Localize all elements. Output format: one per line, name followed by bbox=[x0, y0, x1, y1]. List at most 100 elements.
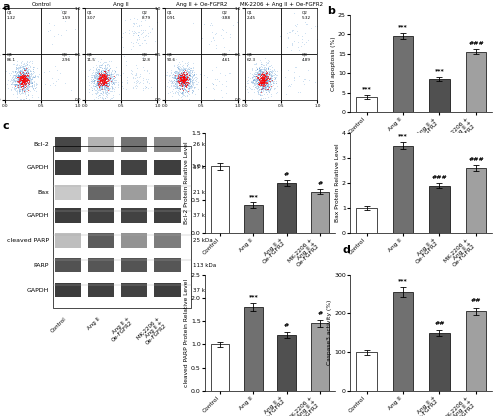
Point bbox=[183, 69, 191, 76]
Point bbox=[23, 87, 31, 94]
Point bbox=[16, 77, 24, 83]
Point bbox=[127, 39, 135, 45]
Point bbox=[20, 77, 28, 83]
Point bbox=[100, 83, 108, 89]
Point bbox=[19, 77, 27, 84]
Point bbox=[19, 78, 27, 85]
Point bbox=[109, 79, 117, 85]
Point bbox=[23, 77, 31, 83]
Point bbox=[175, 92, 183, 99]
Point bbox=[284, 30, 292, 36]
Point bbox=[290, 10, 298, 17]
Point bbox=[137, 18, 145, 25]
Point bbox=[16, 74, 24, 81]
Point bbox=[254, 69, 262, 75]
Point bbox=[101, 81, 109, 87]
Point bbox=[268, 69, 276, 75]
Text: 90.6: 90.6 bbox=[166, 58, 175, 62]
Point bbox=[22, 75, 30, 82]
Point bbox=[18, 68, 25, 74]
Point bbox=[262, 76, 270, 82]
Point bbox=[95, 74, 103, 81]
Point bbox=[15, 74, 23, 81]
FancyBboxPatch shape bbox=[154, 185, 180, 200]
Point bbox=[18, 79, 26, 86]
Point bbox=[188, 88, 196, 95]
Point bbox=[18, 81, 26, 87]
Point bbox=[12, 63, 20, 70]
Point bbox=[169, 71, 177, 77]
Point bbox=[24, 89, 32, 95]
Point bbox=[260, 82, 268, 88]
Point bbox=[172, 77, 180, 84]
Point bbox=[174, 74, 182, 81]
Point bbox=[186, 78, 194, 84]
Point bbox=[96, 82, 104, 88]
Point bbox=[262, 68, 270, 75]
Point bbox=[122, 57, 130, 64]
Point bbox=[114, 82, 122, 88]
Point bbox=[247, 85, 255, 92]
Point bbox=[98, 83, 106, 89]
Point bbox=[246, 85, 254, 92]
Point bbox=[22, 84, 30, 91]
Point bbox=[94, 76, 102, 83]
Point bbox=[249, 82, 257, 89]
Point bbox=[24, 87, 32, 94]
Point bbox=[180, 73, 188, 79]
Point bbox=[288, 47, 296, 54]
Point bbox=[20, 74, 28, 80]
Point bbox=[179, 71, 187, 77]
Point bbox=[96, 73, 104, 79]
Point bbox=[288, 40, 296, 47]
Point bbox=[285, 29, 293, 36]
Point bbox=[296, 89, 304, 96]
Point bbox=[15, 73, 23, 79]
Point bbox=[10, 80, 18, 87]
Point bbox=[264, 57, 272, 63]
Bar bbox=[393, 292, 413, 391]
Point bbox=[18, 62, 25, 68]
Point bbox=[258, 72, 266, 79]
Point bbox=[98, 71, 106, 77]
Point bbox=[86, 77, 94, 84]
Point bbox=[13, 77, 21, 84]
Point bbox=[23, 77, 31, 84]
Point bbox=[20, 79, 28, 85]
Point bbox=[22, 68, 30, 74]
Point bbox=[177, 76, 185, 83]
Point bbox=[181, 93, 189, 99]
Point bbox=[183, 79, 191, 86]
Point bbox=[10, 82, 18, 88]
Point bbox=[25, 72, 33, 78]
Point bbox=[256, 79, 264, 86]
Point bbox=[256, 72, 264, 78]
Point bbox=[178, 82, 186, 88]
Point bbox=[262, 72, 270, 79]
Point bbox=[89, 72, 97, 78]
Point bbox=[179, 73, 187, 80]
Point bbox=[102, 72, 110, 79]
Point bbox=[12, 82, 20, 88]
Point bbox=[153, 19, 161, 25]
Point bbox=[180, 79, 188, 85]
Point bbox=[96, 74, 104, 81]
Point bbox=[24, 92, 32, 99]
Point bbox=[20, 72, 28, 78]
Point bbox=[21, 74, 29, 80]
Point bbox=[101, 59, 109, 66]
Point bbox=[178, 88, 186, 94]
Point bbox=[173, 71, 181, 77]
Point bbox=[178, 72, 186, 79]
Point bbox=[25, 96, 33, 102]
Point bbox=[180, 74, 188, 81]
Point bbox=[187, 70, 195, 77]
Point bbox=[130, 79, 138, 85]
Point bbox=[98, 95, 106, 102]
Point bbox=[261, 74, 269, 81]
Text: 1.32: 1.32 bbox=[6, 16, 16, 20]
Point bbox=[24, 81, 32, 88]
Point bbox=[258, 66, 266, 72]
Point bbox=[176, 60, 184, 67]
Point bbox=[259, 75, 267, 82]
